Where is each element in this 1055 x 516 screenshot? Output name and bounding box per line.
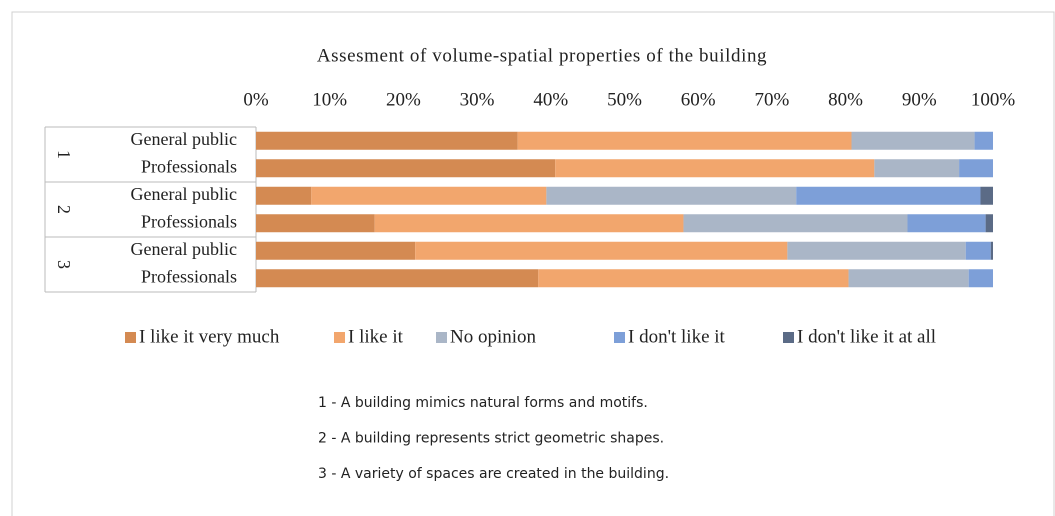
legend-swatch [334, 332, 345, 343]
legend-swatch [783, 332, 794, 343]
legend-label: I like it very much [139, 326, 280, 347]
x-tick-label: 100% [971, 89, 1016, 110]
bar-segment [311, 186, 547, 205]
legend-label: No opinion [450, 326, 537, 347]
bar-segment [907, 214, 986, 233]
x-tick-label: 0% [243, 89, 269, 110]
bar-segment [787, 241, 966, 260]
bar-segment [538, 269, 849, 288]
x-tick-label: 30% [460, 89, 495, 110]
bar-segment [256, 131, 518, 150]
category-label: Professionals [141, 266, 237, 286]
bar-segment [980, 186, 993, 205]
bar-segment [848, 269, 969, 288]
note: 2 - A building represents strict geometr… [318, 431, 664, 447]
category-label: Professionals [141, 156, 237, 176]
x-tick-label: 80% [828, 89, 863, 110]
chart-border [11, 11, 1055, 516]
group-label: 2 [54, 205, 74, 214]
x-tick-label: 50% [607, 89, 642, 110]
chart-title: Assesment of volume-spatial properties o… [317, 45, 767, 66]
x-tick-label: 90% [902, 89, 937, 110]
note: 1 - A building mimics natural forms and … [318, 395, 648, 411]
category-label: General public [131, 129, 237, 149]
bar-segment [517, 131, 852, 150]
bar-segment [965, 241, 991, 260]
bar-segment [256, 241, 416, 260]
category-label: General public [131, 184, 237, 204]
note: 3 - A variety of spaces are created in t… [318, 466, 669, 482]
legend-label: I like it [348, 326, 404, 347]
legend-label: I don't like it at all [797, 326, 936, 347]
legend-swatch [436, 332, 447, 343]
bar-segment [959, 159, 993, 178]
category-label: Professionals [141, 211, 237, 231]
bar-segment [985, 214, 993, 233]
bar-segment [990, 241, 993, 260]
bar-segment [796, 186, 981, 205]
bar-segment [874, 159, 960, 178]
category-label: General public [131, 239, 237, 259]
legend-swatch [125, 332, 136, 343]
bar-segment [256, 159, 556, 178]
group-label: 3 [54, 260, 74, 269]
x-tick-label: 10% [312, 89, 347, 110]
bar-segment [256, 186, 312, 205]
bar-segment [256, 214, 375, 233]
bar-segment [555, 159, 875, 178]
x-tick-label: 70% [754, 89, 789, 110]
bar-segment [374, 214, 684, 233]
bar-segment [683, 214, 908, 233]
x-tick-label: 40% [533, 89, 568, 110]
bar-segment [974, 131, 993, 150]
legend-swatch [614, 332, 625, 343]
bar-segment [415, 241, 788, 260]
bar-segment [851, 131, 975, 150]
bar-segment [546, 186, 797, 205]
bar-segment [256, 269, 539, 288]
bar-segment [968, 269, 993, 288]
group-label: 1 [54, 150, 74, 159]
legend-label: I don't like it [628, 326, 726, 347]
x-tick-label: 60% [681, 89, 716, 110]
x-tick-label: 20% [386, 89, 421, 110]
